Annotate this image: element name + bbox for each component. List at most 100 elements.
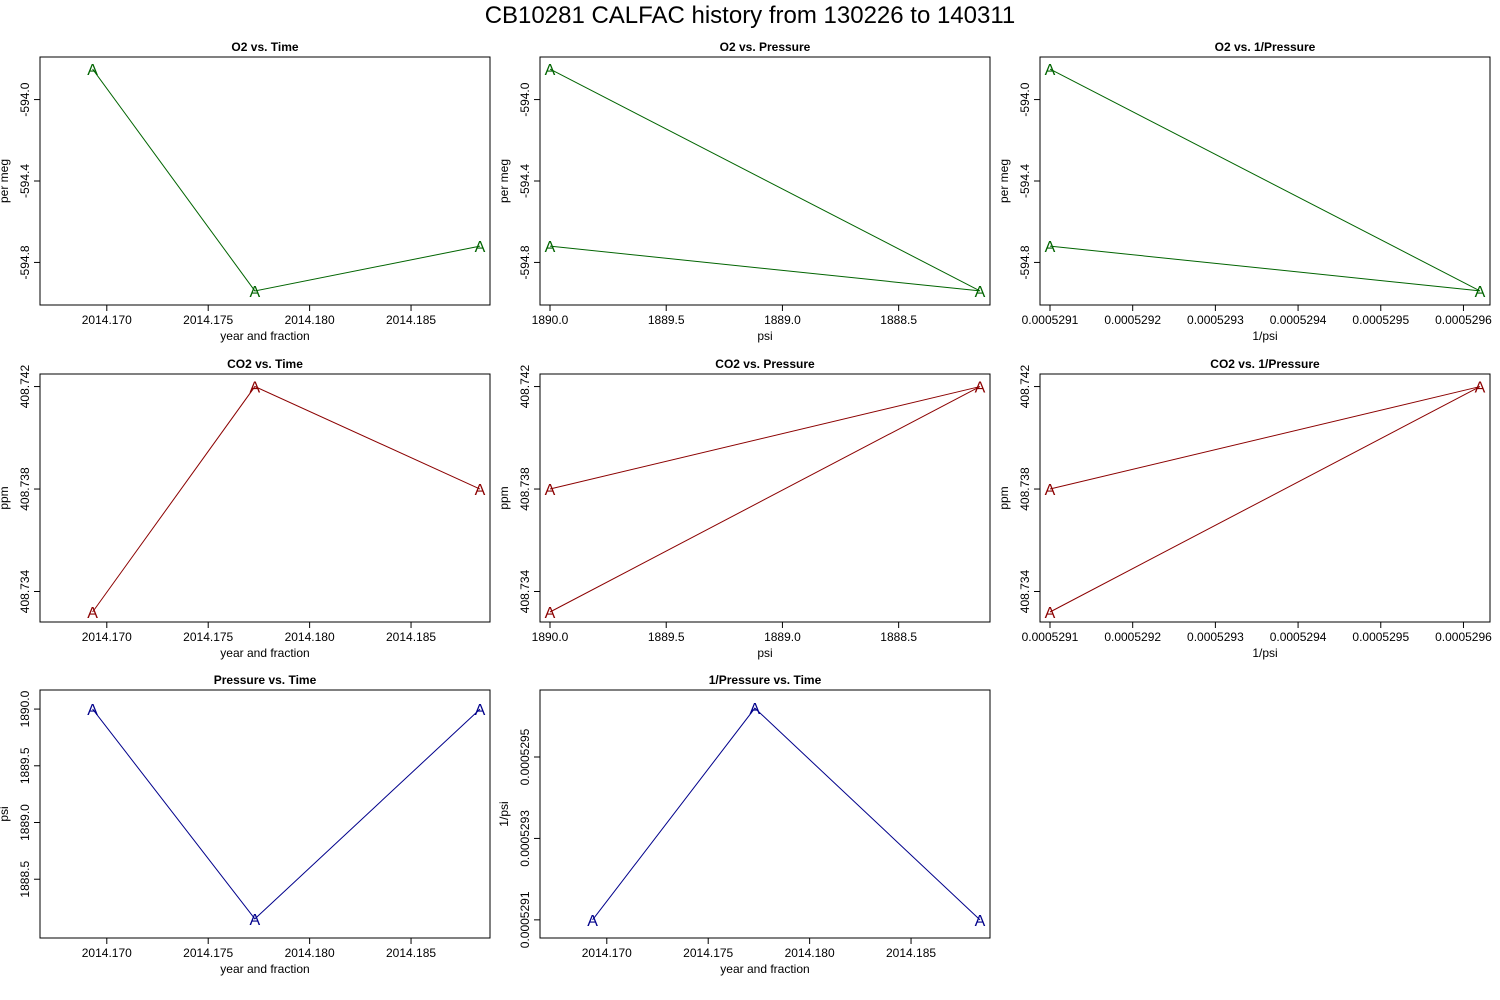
x-tick-label: 0.0005296 [1435, 630, 1492, 644]
x-tick-label: 1888.5 [880, 313, 917, 327]
y-tick-label: 408.738 [18, 467, 32, 511]
x-tick-label: 1889.5 [648, 313, 685, 327]
x-tick-label: 1889.5 [648, 630, 685, 644]
y-tick-label: -594.4 [18, 164, 32, 198]
x-tick-label: 2014.175 [183, 630, 233, 644]
data-point-marker: A [250, 380, 261, 397]
y-tick-label: 408.738 [518, 467, 532, 511]
series-line [92, 708, 481, 920]
plot-frame [39, 56, 491, 306]
x-tick-label: 2014.170 [82, 630, 132, 644]
data-point-marker: A [975, 380, 986, 397]
panel-title: Pressure vs. Time [214, 673, 317, 687]
y-tick-label: 408.734 [518, 569, 532, 613]
data-point-marker: A [1475, 380, 1486, 397]
x-tick-label: 1890.0 [532, 313, 569, 327]
panel-title: O2 vs. 1/Pressure [1215, 40, 1316, 54]
y-tick-label: 408.734 [1018, 569, 1032, 613]
plot-frame [1039, 373, 1491, 623]
series-line [1049, 386, 1481, 613]
x-tick-label: 0.0005294 [1270, 313, 1327, 327]
x-tick-label: 2014.185 [386, 313, 436, 327]
x-tick-label: 2014.185 [886, 946, 936, 960]
y-tick-label: -594.4 [518, 164, 532, 198]
plot-frame [539, 56, 991, 306]
y-axis-label: 1/psi [497, 801, 511, 826]
data-point-marker: A [87, 702, 98, 719]
x-tick-label: 0.0005291 [1022, 313, 1079, 327]
x-tick-label: 1890.0 [532, 630, 569, 644]
data-point-marker: A [545, 239, 556, 256]
x-tick-label: 2014.170 [82, 313, 132, 327]
data-point-marker: A [975, 284, 986, 301]
y-tick-label: 1889.5 [18, 747, 32, 784]
x-tick-label: 0.0005291 [1022, 630, 1079, 644]
data-point-marker: A [475, 702, 486, 719]
panel: O2 vs. Pressure psi per meg 1890.0 1889.5 188… [497, 40, 991, 343]
plot-frame [539, 689, 991, 939]
y-tick-label: 0.0005293 [518, 810, 532, 867]
x-axis-label: year and fraction [220, 646, 309, 660]
y-tick-label: 408.742 [518, 365, 532, 409]
x-tick-label: 2014.185 [386, 630, 436, 644]
x-axis-label: year and fraction [220, 962, 309, 976]
x-tick-label: 2014.180 [285, 946, 335, 960]
x-tick-label: 2014.170 [582, 946, 632, 960]
y-tick-label: 0.0005291 [518, 891, 532, 948]
x-tick-label: 0.0005296 [1435, 313, 1492, 327]
y-axis-label: per meg [0, 159, 11, 203]
data-point-marker: A [1045, 239, 1056, 256]
series-line [92, 68, 481, 292]
x-tick-label: 1889.0 [764, 630, 801, 644]
x-axis-label: year and fraction [720, 962, 809, 976]
series-line [549, 68, 981, 292]
data-point-marker: A [475, 482, 486, 499]
x-tick-label: 1889.0 [764, 313, 801, 327]
series-line [549, 386, 981, 613]
plot-frame [1039, 56, 1491, 306]
x-tick-label: 0.0005293 [1187, 630, 1244, 644]
y-axis-label: psi [0, 806, 11, 821]
x-axis-label: psi [757, 646, 772, 660]
x-tick-label: 0.0005295 [1352, 630, 1409, 644]
figure-title: CB10281 CALFAC history from 130226 to 14… [485, 2, 1016, 29]
data-point-marker: A [1045, 62, 1056, 79]
y-axis-label: per meg [997, 159, 1011, 203]
panel: CO2 vs. Time year and fraction ppm 2014.170… [0, 357, 491, 660]
data-point-marker: A [1475, 284, 1486, 301]
x-tick-label: 0.0005292 [1104, 313, 1161, 327]
x-tick-label: 2014.175 [683, 946, 733, 960]
y-axis-label: ppm [0, 486, 11, 509]
panel-title: O2 vs. Pressure [720, 40, 811, 54]
data-point-marker: A [587, 913, 598, 930]
x-tick-label: 2014.180 [285, 630, 335, 644]
x-axis-label: year and fraction [220, 329, 309, 343]
panel: 1/Pressure vs. Time year and fraction 1/ps… [497, 673, 991, 976]
x-tick-label: 2014.175 [183, 313, 233, 327]
y-tick-label: 0.0005295 [518, 728, 532, 785]
data-point-marker: A [1045, 482, 1056, 499]
y-axis-label: ppm [997, 486, 1011, 509]
series-line [92, 385, 481, 613]
panel-title: CO2 vs. Pressure [715, 357, 815, 371]
y-axis-label: per meg [497, 159, 511, 203]
y-tick-label: 408.738 [1018, 467, 1032, 511]
y-tick-label: 408.734 [18, 569, 32, 613]
x-tick-label: 2014.180 [285, 313, 335, 327]
panel: CO2 vs. Pressure psi ppm 1890.0 1889.5 1889.0… [497, 357, 991, 660]
data-point-marker: A [1045, 605, 1056, 622]
x-tick-label: 0.0005292 [1104, 630, 1161, 644]
panels: O2 vs. Time year and fraction per meg 2014.… [0, 40, 1492, 976]
series-line [1049, 68, 1481, 292]
panel-title: O2 vs. Time [231, 40, 298, 54]
panel: CO2 vs. 1/Pressure 1/psi ppm 0.0005291 0.000… [997, 357, 1492, 660]
y-tick-label: -594.4 [1018, 164, 1032, 198]
x-axis-label: psi [757, 329, 772, 343]
x-tick-label: 0.0005295 [1352, 313, 1409, 327]
x-tick-label: 1888.5 [880, 630, 917, 644]
data-point-marker: A [87, 62, 98, 79]
x-tick-label: 2014.170 [82, 946, 132, 960]
x-tick-label: 0.0005294 [1270, 630, 1327, 644]
y-tick-label: 1890.0 [18, 690, 32, 727]
